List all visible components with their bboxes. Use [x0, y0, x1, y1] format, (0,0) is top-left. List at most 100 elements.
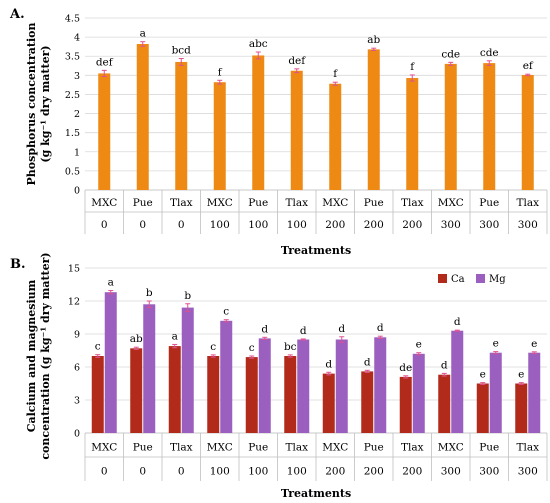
x-category-label: Tlax: [516, 441, 539, 453]
panel-a-x-title: Treatments: [281, 244, 351, 257]
panel-b-y-title-2: concentration (g kg⁻¹ dry matter): [39, 252, 52, 459]
y-tick-label: 4.5: [65, 14, 80, 25]
significance-letter: e: [480, 369, 486, 381]
x-dose-label: 100: [210, 219, 230, 231]
bar: [521, 74, 534, 190]
significance-letter: e: [416, 339, 422, 351]
bar: [175, 61, 188, 191]
x-dose-label: 0: [101, 465, 108, 477]
panel-b-label: B.: [10, 257, 26, 272]
significance-letter: c: [210, 341, 216, 353]
bar: [104, 292, 117, 433]
bar: [207, 356, 220, 433]
panel-a-y-title-2: (g kg⁻¹ dry matter): [39, 45, 52, 162]
significance-letter: f: [410, 61, 415, 73]
x-dose-label: 300: [479, 219, 499, 231]
bar: [322, 373, 335, 433]
significance-letter: b: [184, 290, 191, 302]
y-tick-label: 3: [74, 396, 80, 407]
significance-letter: cde: [480, 47, 499, 59]
x-dose-label: 300: [441, 465, 461, 477]
bar: [335, 339, 348, 433]
x-category-label: MXC: [322, 441, 348, 453]
panel-a-x-categories: MXC 0 Pue 0 Tlax 0 MXC 100 Pue 100 Tlax 100 MXC 200 Pu…: [91, 197, 539, 231]
x-dose-label: 100: [248, 219, 268, 231]
significance-letter: ab: [130, 333, 143, 345]
bar: [476, 383, 489, 433]
significance-letter: ab: [367, 34, 380, 46]
x-dose-label: 0: [139, 465, 146, 477]
panel-b-x-title: Treatments: [281, 487, 351, 500]
x-dose-label: 200: [325, 465, 345, 477]
significance-letter: d: [261, 323, 268, 335]
x-category-label: Tlax: [285, 197, 308, 209]
bar: [374, 337, 387, 433]
x-category-label: Pue: [133, 441, 153, 453]
bar: [399, 376, 412, 433]
y-tick-label: 1.5: [65, 128, 80, 139]
significance-letter: d: [441, 359, 448, 371]
x-dose-label: 200: [364, 219, 384, 231]
x-dose-label: 0: [178, 465, 185, 477]
x-dose-label: 100: [287, 465, 307, 477]
significance-letter: c: [95, 341, 101, 353]
x-category-label: Pue: [133, 197, 153, 209]
bar: [213, 82, 226, 190]
x-category-label: Tlax: [170, 197, 193, 209]
bar: [297, 339, 310, 433]
significance-letter: e: [518, 369, 524, 381]
x-dose-label: 100: [210, 465, 230, 477]
bar: [489, 352, 502, 433]
y-tick-label: 1: [74, 147, 80, 158]
x-category-label: Tlax: [401, 197, 424, 209]
bar: [181, 307, 194, 433]
y-tick-label: 3.5: [65, 52, 80, 63]
panel-a-bars: def a bcd f abc def f ab f cde cde ef: [96, 28, 534, 191]
bar: [290, 70, 303, 190]
legend-swatch-ca: [438, 274, 447, 283]
significance-letter: f: [333, 68, 338, 80]
x-category-label: MXC: [207, 197, 233, 209]
y-tick-label: 2: [74, 109, 80, 120]
x-dose-label: 200: [402, 465, 422, 477]
x-category-label: MXC: [438, 197, 464, 209]
bar: [412, 353, 425, 433]
bar: [252, 55, 265, 190]
significance-letter: d: [300, 325, 307, 337]
x-category-label: Pue: [364, 441, 384, 453]
panel-b-x-categories: MXC 0 Pue 0 Tlax 0 MXC 100 Pue 100 Tlax 100 MXC 200 Pu…: [91, 441, 539, 477]
panel-a-y-ticks: 0 0.5 1 1.5 2 2.5 3 3.5 4 4.5: [65, 14, 80, 197]
y-tick-label: 0.5: [65, 166, 80, 177]
y-tick-label: 12: [68, 297, 80, 308]
y-tick-label: 9: [74, 330, 80, 341]
x-category-label: Pue: [364, 197, 384, 209]
bar: [438, 374, 451, 433]
significance-letter: e: [531, 338, 537, 350]
y-tick-label: 6: [74, 363, 80, 374]
x-dose-label: 100: [287, 219, 307, 231]
bar: [258, 338, 271, 433]
bar: [451, 330, 464, 433]
legend-label-ca: Ca: [451, 274, 465, 285]
significance-letter: cde: [441, 48, 460, 60]
panel-b-y-ticks: 0 3 6 9 12 15: [68, 264, 80, 440]
bar: [245, 357, 258, 433]
bar: [130, 348, 143, 433]
x-category-label: MXC: [207, 441, 233, 453]
bar: [361, 371, 374, 433]
x-dose-label: 300: [441, 219, 461, 231]
y-tick-label: 15: [68, 264, 80, 275]
x-category-label: MXC: [91, 441, 117, 453]
panel-a-grid: [84, 17, 548, 234]
x-dose-label: 300: [479, 465, 499, 477]
significance-letter: b: [146, 287, 153, 299]
x-dose-label: 300: [518, 465, 538, 477]
significance-letter: ef: [523, 60, 534, 72]
x-dose-label: 0: [139, 219, 146, 231]
significance-letter: d: [338, 323, 345, 335]
bar: [329, 83, 342, 190]
x-category-label: MXC: [438, 441, 464, 453]
y-tick-label: 4: [74, 33, 80, 44]
